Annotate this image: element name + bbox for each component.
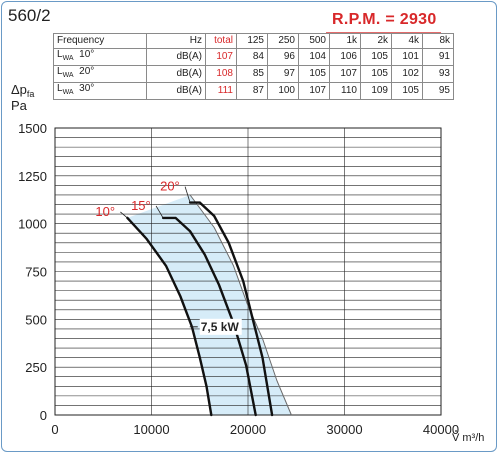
y-tick-label: 500 [25, 312, 47, 327]
model-title: 560/2 [8, 6, 51, 25]
y-tick-label: 750 [25, 265, 47, 280]
power-label-bg [199, 318, 242, 335]
row-value: 107 [298, 82, 330, 100]
x-tick-label: 0 [51, 422, 58, 437]
series-line-1 [161, 216, 257, 417]
y-tick-label: 1000 [18, 217, 47, 232]
series-label-1: 15° [131, 198, 151, 213]
x-tick-label: 40000 [423, 422, 459, 437]
y-tick-label: 0 [40, 408, 47, 423]
row-total: 111 [205, 82, 237, 100]
y-tick-label: 250 [25, 360, 47, 375]
row-value: 105 [391, 82, 423, 100]
rpm-underline [326, 32, 441, 33]
series-label-connector [155, 205, 164, 219]
row-label: LWA 30° [53, 82, 147, 100]
table-row: LWA 20° dB(A) 108 85 97 105 107 105 102 … [53, 65, 454, 83]
power-limit-line [189, 194, 292, 416]
series-label-2: 20° [160, 179, 180, 194]
series-label-0: 10° [95, 204, 115, 219]
rpm-label: R.P.M. = 2930 [332, 11, 437, 28]
x-axis-label: V m³/h [452, 432, 484, 444]
y-tick-label: 1250 [18, 169, 47, 184]
y-axis-label: Δpfa [11, 82, 34, 99]
x-axis-dot-accent [455, 430, 457, 432]
x-tick-label: 20000 [230, 422, 266, 437]
operating-area [127, 195, 292, 415]
x-tick-label: 10000 [133, 422, 169, 437]
x-tick-label: 30000 [326, 422, 362, 437]
series-label-connector [120, 211, 128, 219]
series-line-2 [188, 201, 274, 417]
power-label: 7,5 kW [201, 320, 240, 334]
row-value: 95 [422, 82, 454, 100]
y-axis-unit: Pa [11, 98, 28, 113]
table-row: LWA 30° dB(A) 111 87 100 107 110 109 105… [53, 82, 454, 100]
plot-border [54, 127, 442, 416]
y-tick-label: 1500 [18, 121, 47, 136]
table-row: LWA 10° dB(A) 107 84 96 104 106 105 101 … [53, 48, 454, 66]
series-label-connector [184, 186, 191, 203]
noise-table: Frequency Hz total 125 250 500 1k 2k 4k … [53, 33, 454, 100]
row-value: 100 [267, 82, 299, 100]
series-line-0 [126, 216, 213, 417]
